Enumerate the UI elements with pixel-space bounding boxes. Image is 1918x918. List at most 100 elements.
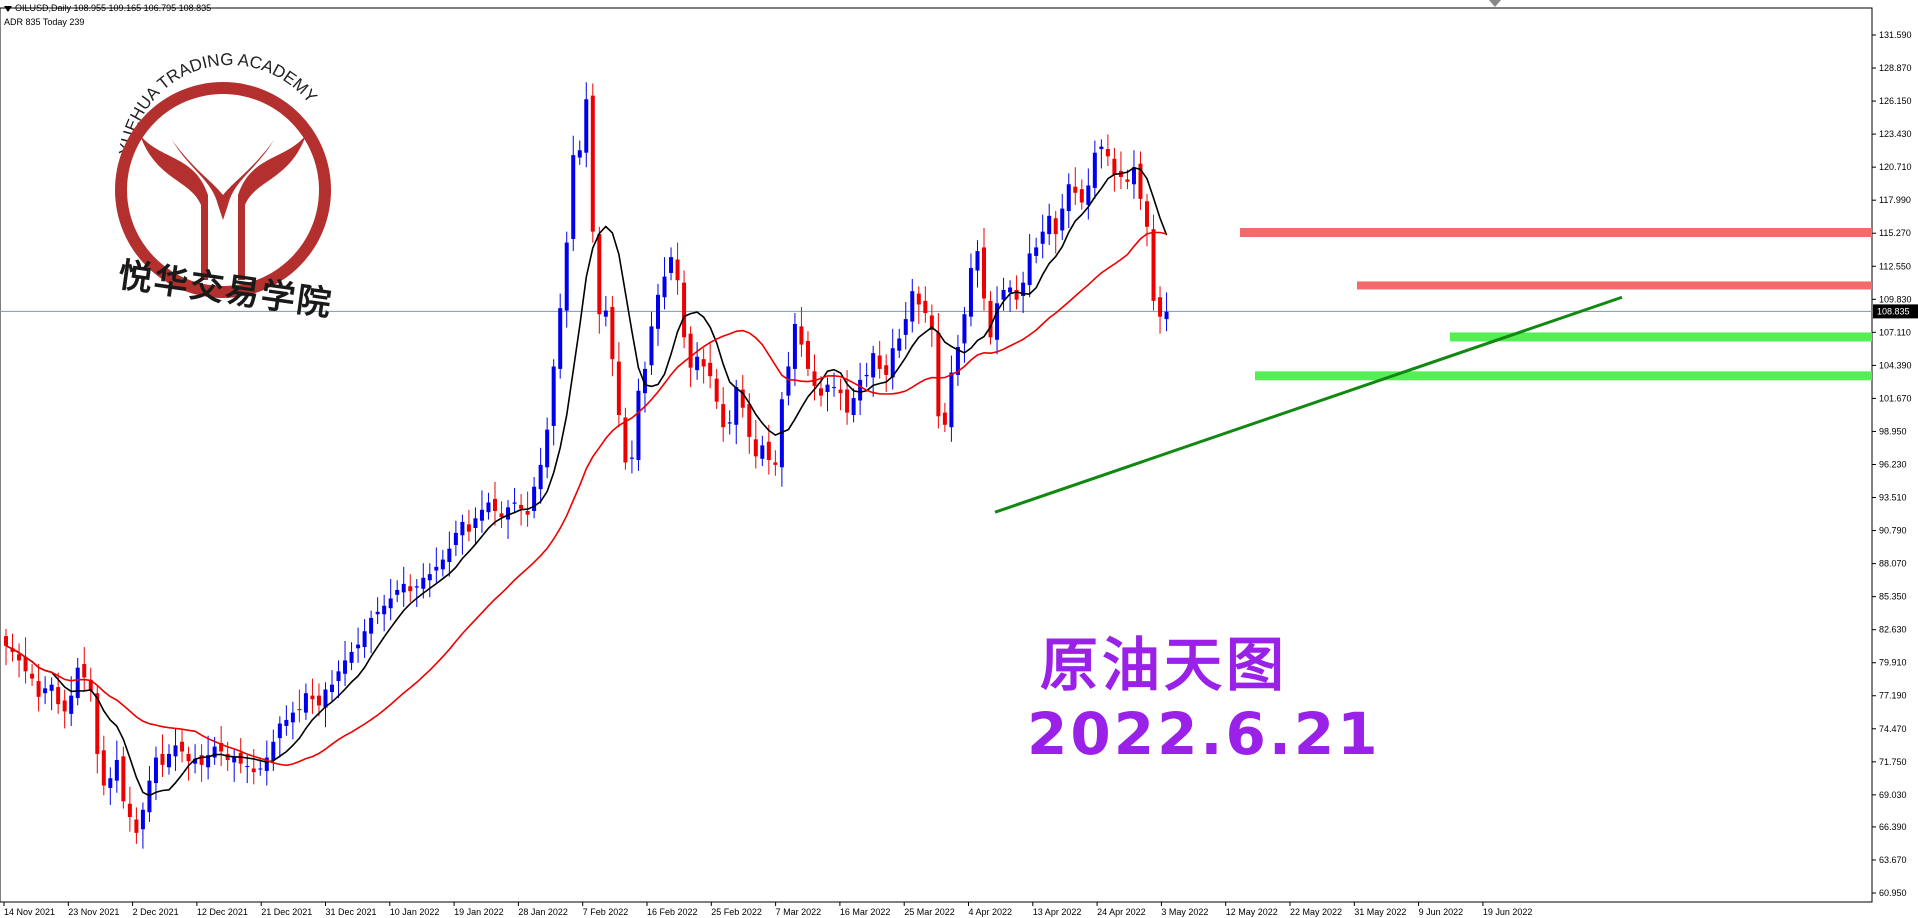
x-tick-label: 13 Apr 2022	[1033, 907, 1082, 917]
y-tick-label: 93.510	[1879, 493, 1907, 503]
candle	[17, 643, 22, 678]
candle	[1112, 147, 1117, 192]
y-tick-label: 123.430	[1879, 129, 1912, 139]
candle-body	[656, 294, 660, 329]
collapse-triangle-icon[interactable]	[4, 5, 12, 12]
candle-body	[303, 693, 308, 713]
candle	[180, 729, 185, 763]
candle	[884, 354, 889, 392]
candle-body	[1164, 311, 1169, 320]
candle-body	[740, 389, 745, 408]
candle	[701, 348, 706, 384]
candle-body	[206, 755, 211, 768]
candle-body	[819, 388, 823, 396]
candle-body	[180, 741, 185, 752]
candle-body	[1092, 152, 1097, 188]
candle-body	[1047, 215, 1052, 235]
candle	[499, 501, 504, 529]
candle	[88, 667, 93, 702]
x-tick-label: 16 Feb 2022	[647, 907, 698, 917]
candle-body	[610, 306, 615, 360]
candle	[251, 749, 256, 785]
candle-body	[258, 768, 263, 770]
candle-body	[69, 695, 74, 714]
candle-body	[877, 355, 882, 369]
candle-body	[890, 348, 895, 378]
candle	[114, 740, 119, 793]
x-tick-label: 28 Jan 2022	[518, 907, 568, 917]
candle	[577, 140, 582, 165]
candle	[49, 677, 54, 711]
candle-body	[597, 234, 602, 315]
moving-averages	[5, 166, 1168, 797]
candle	[473, 507, 478, 546]
candle	[36, 664, 41, 712]
candle-body	[1086, 185, 1091, 205]
candle-body	[851, 398, 856, 416]
candle-body	[36, 681, 41, 697]
candle	[1092, 140, 1097, 199]
candle	[812, 354, 817, 401]
candle-body	[127, 803, 132, 818]
candle	[649, 311, 654, 375]
candle-body	[773, 462, 778, 465]
candle-body	[395, 589, 400, 595]
candle-body	[968, 268, 973, 317]
candle-body	[186, 753, 191, 762]
candle-body	[264, 757, 269, 771]
candle	[414, 579, 419, 607]
candle	[1099, 139, 1104, 169]
y-tick-label: 126.150	[1879, 96, 1912, 106]
symbol-info: OILUSD,Daily 108.955 109.165 106.795 108…	[4, 3, 211, 13]
candle	[929, 304, 934, 348]
x-tick-label: 9 Jun 2022	[1419, 907, 1464, 917]
candle	[786, 351, 791, 406]
candle-body	[427, 574, 432, 581]
candle	[140, 802, 145, 849]
candle-body	[1060, 208, 1065, 231]
candle-body	[479, 509, 484, 521]
candle	[69, 676, 74, 726]
candle	[982, 228, 986, 311]
x-tick-label: 21 Dec 2021	[261, 907, 312, 917]
candle-body	[779, 399, 784, 468]
candle-body	[590, 95, 595, 232]
candle	[629, 440, 634, 474]
candle-body	[167, 753, 171, 768]
candle-body	[212, 746, 217, 758]
candle	[532, 476, 537, 519]
candle-body	[584, 99, 589, 153]
candle	[779, 391, 784, 487]
x-tick-label: 25 Feb 2022	[711, 907, 762, 917]
candle-body	[942, 412, 947, 425]
candle-body	[525, 511, 530, 515]
x-tick-label: 24 Apr 2022	[1097, 907, 1146, 917]
candle-body	[75, 667, 80, 699]
candle	[271, 729, 276, 771]
candle	[199, 744, 204, 782]
x-tick-label: 22 May 2022	[1290, 907, 1342, 917]
candle	[284, 705, 289, 736]
candle-body	[1001, 289, 1006, 300]
candle-body	[642, 368, 647, 394]
candle-body	[564, 242, 569, 311]
plot-border	[0, 7, 1873, 903]
candle-body	[1145, 201, 1149, 227]
candle	[506, 500, 511, 539]
candle	[75, 657, 80, 706]
candle	[349, 642, 354, 671]
candle	[590, 83, 595, 243]
candle-body	[486, 502, 491, 513]
candle	[897, 328, 902, 358]
candle-body	[277, 723, 282, 739]
candle	[303, 683, 308, 720]
candle	[877, 340, 882, 379]
scroll-marker-icon[interactable]	[1489, 0, 1501, 7]
candle-body	[832, 387, 837, 389]
candle-body	[140, 809, 145, 830]
x-tick-label: 31 Dec 2021	[326, 907, 377, 917]
candle	[232, 749, 237, 782]
candle	[479, 490, 484, 533]
candle	[362, 619, 367, 658]
